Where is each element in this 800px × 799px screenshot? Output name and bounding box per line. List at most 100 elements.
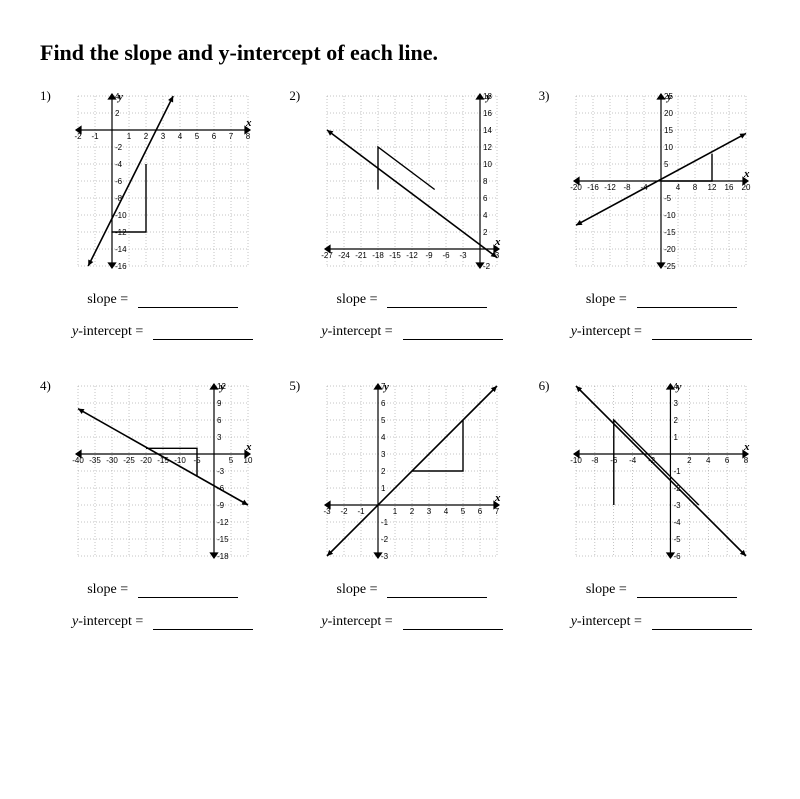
svg-text:14: 14 [483,126,492,135]
svg-text:y: y [484,91,491,103]
svg-text:-12: -12 [217,518,229,527]
svg-text:-12: -12 [605,183,617,192]
svg-text:2: 2 [483,228,488,237]
intercept-answer: y-intercept = [563,614,760,630]
svg-text:-20: -20 [140,456,152,465]
svg-text:6: 6 [381,399,386,408]
chart-container: -2-112345678-16-14-12-10-8-6-4-224yx [64,86,261,276]
svg-text:-40: -40 [72,456,84,465]
coordinate-chart: -3-2-11234567-3-2-11234567yx [317,376,507,566]
svg-text:-1: -1 [674,467,682,476]
answer-block: slope = y-intercept = [40,292,261,356]
svg-text:8: 8 [483,177,488,186]
intercept-label: y-intercept = [321,324,392,340]
svg-text:y: y [382,381,389,393]
svg-text:4: 4 [483,211,488,220]
svg-text:4: 4 [676,183,681,192]
svg-text:3: 3 [381,450,386,459]
svg-text:4: 4 [444,507,449,516]
svg-text:-4: -4 [115,160,123,169]
svg-text:-2: -2 [340,507,348,516]
intercept-answer: y-intercept = [313,614,510,630]
intercept-blank[interactable] [403,326,503,340]
slope-blank[interactable] [138,584,238,598]
svg-text:-20: -20 [664,245,676,254]
slope-blank[interactable] [637,584,737,598]
problem: 6) -10-8-6-4-22468-6-5-4-3-2-11234yx slo… [539,376,760,646]
slope-answer: slope = [64,582,261,598]
intercept-blank[interactable] [153,326,253,340]
svg-text:x: x [743,168,750,180]
svg-text:9: 9 [217,399,222,408]
intercept-label: y-intercept = [321,614,392,630]
svg-text:-4: -4 [629,456,637,465]
svg-text:-1: -1 [357,507,365,516]
problem-number: 6) [539,376,563,566]
svg-text:-30: -30 [106,456,118,465]
svg-text:6: 6 [217,416,222,425]
svg-text:1: 1 [393,507,398,516]
coordinate-chart: -20-16-12-8-448121620-25-20-15-10-551015… [566,86,756,276]
problem-number: 5) [289,376,313,566]
svg-text:-8: -8 [624,183,632,192]
svg-text:5: 5 [228,456,233,465]
coordinate-chart: -27-24-21-18-15-12-9-6-33-22468101214161… [317,86,507,276]
svg-text:2: 2 [410,507,415,516]
svg-text:-3: -3 [381,552,389,561]
svg-text:8: 8 [245,132,250,141]
svg-text:-1: -1 [381,518,389,527]
slope-blank[interactable] [138,294,238,308]
svg-text:1: 1 [381,484,386,493]
slope-answer: slope = [563,582,760,598]
slope-label: slope = [337,582,378,598]
svg-text:-10: -10 [115,211,127,220]
svg-text:8: 8 [744,456,749,465]
svg-text:-25: -25 [123,456,135,465]
chart-container: -40-35-30-25-20-15-10-5510-18-15-12-9-6-… [64,376,261,566]
coordinate-chart: -10-8-6-4-22468-6-5-4-3-2-11234yx [566,376,756,566]
svg-text:4: 4 [177,132,182,141]
slope-blank[interactable] [387,584,487,598]
intercept-label: y-intercept = [72,324,143,340]
intercept-blank[interactable] [153,616,253,630]
svg-text:-2: -2 [115,143,123,152]
slope-blank[interactable] [387,294,487,308]
svg-text:-8: -8 [592,456,600,465]
svg-text:-25: -25 [664,262,676,271]
chart-container: -3-2-11234567-3-2-11234567yx [313,376,510,566]
svg-text:2: 2 [115,109,120,118]
svg-text:-35: -35 [89,456,101,465]
problem: 2) -27-24-21-18-15-12-9-6-33-22468101214… [289,86,510,356]
svg-text:y: y [116,91,123,103]
chart-container: -20-16-12-8-448121620-25-20-15-10-551015… [563,86,760,276]
slope-answer: slope = [64,292,261,308]
svg-text:-15: -15 [389,251,401,260]
svg-text:7: 7 [495,507,500,516]
chart-container: -27-24-21-18-15-12-9-6-33-22468101214161… [313,86,510,276]
svg-text:-9: -9 [425,251,433,260]
slope-label: slope = [87,292,128,308]
svg-text:x: x [245,441,252,453]
svg-text:-2: -2 [74,132,82,141]
svg-text:7: 7 [228,132,233,141]
svg-text:6: 6 [725,456,730,465]
svg-text:6: 6 [478,507,483,516]
problem: 5) -3-2-11234567-3-2-11234567yx slope = … [289,376,510,646]
svg-text:5: 5 [194,132,199,141]
svg-text:16: 16 [483,109,492,118]
svg-text:2: 2 [143,132,148,141]
svg-text:-4: -4 [674,518,682,527]
svg-text:-1: -1 [91,132,99,141]
svg-text:x: x [494,236,501,248]
intercept-blank[interactable] [403,616,503,630]
slope-label: slope = [337,292,378,308]
svg-text:3: 3 [160,132,165,141]
svg-text:-27: -27 [321,251,333,260]
intercept-blank[interactable] [652,326,752,340]
svg-text:12: 12 [708,183,717,192]
slope-blank[interactable] [637,294,737,308]
intercept-blank[interactable] [652,616,752,630]
svg-text:-21: -21 [355,251,367,260]
svg-text:x: x [743,441,750,453]
svg-text:4: 4 [381,433,386,442]
